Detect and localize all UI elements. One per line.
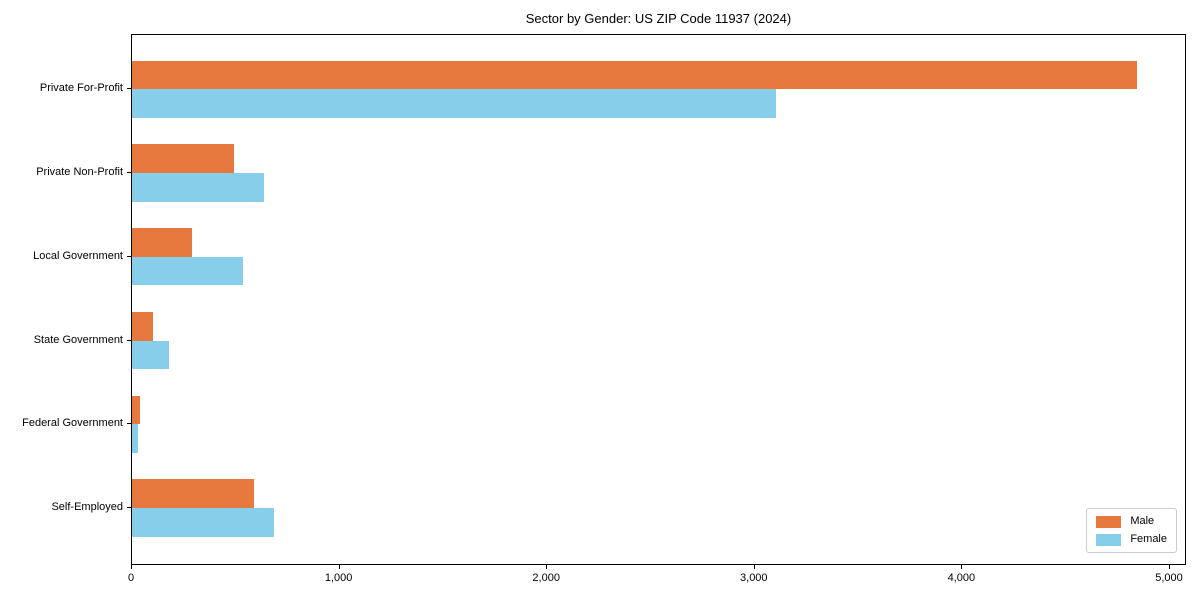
bar-female-1 xyxy=(132,173,264,202)
x-tick-label: 2,000 xyxy=(532,572,560,584)
bar-male-3 xyxy=(132,311,153,341)
y-tick-label: Federal Government xyxy=(22,417,123,430)
bar-male-1 xyxy=(132,144,234,174)
legend-swatch-female xyxy=(1096,533,1122,546)
legend-item-female: Female xyxy=(1096,533,1167,546)
bar-female-2 xyxy=(132,256,244,286)
y-tick-label: Self-Employed xyxy=(51,501,123,514)
y-tick-mark xyxy=(127,255,131,257)
y-tick-mark xyxy=(127,507,131,509)
y-tick-mark xyxy=(127,172,131,174)
bar-female-4 xyxy=(132,424,139,453)
bar-male-5 xyxy=(132,479,255,509)
legend-label: Male xyxy=(1130,515,1155,527)
x-tick-mark xyxy=(961,565,963,569)
x-tick-mark xyxy=(1168,565,1170,569)
legend-label: Female xyxy=(1130,533,1167,545)
y-tick-label: Private Non-Profit xyxy=(36,166,123,179)
bar-female-3 xyxy=(132,340,170,370)
legend: Male Female xyxy=(1086,508,1177,553)
x-tick-label: 5,000 xyxy=(1155,572,1183,584)
y-tick-mark xyxy=(127,88,131,90)
legend-swatch-male xyxy=(1096,515,1122,528)
x-tick-label: 0 xyxy=(127,572,135,584)
y-tick-mark xyxy=(127,423,131,425)
bar-female-5 xyxy=(132,508,275,537)
x-tick-mark xyxy=(753,565,755,569)
bar-male-2 xyxy=(132,228,193,257)
x-tick-label: 3,000 xyxy=(740,572,768,584)
y-tick-label: Local Government xyxy=(33,249,123,262)
y-tick-mark xyxy=(127,339,131,341)
x-tick-label: 4,000 xyxy=(947,572,976,584)
plot-area: Male Female xyxy=(131,34,1186,565)
y-tick-label: Private For-Profit xyxy=(39,82,123,95)
y-tick-label: State Government xyxy=(33,333,123,346)
bar-male-0 xyxy=(132,60,1137,90)
chart-title: Sector by Gender: US ZIP Code 11937 (202… xyxy=(525,11,792,26)
legend-item-male: Male xyxy=(1096,515,1167,528)
bar-male-4 xyxy=(132,395,141,425)
x-tick-label: 1,000 xyxy=(324,572,353,584)
x-tick-mark xyxy=(131,565,132,569)
bar-female-0 xyxy=(132,89,776,118)
x-tick-mark xyxy=(338,565,340,569)
x-tick-mark xyxy=(546,565,548,569)
